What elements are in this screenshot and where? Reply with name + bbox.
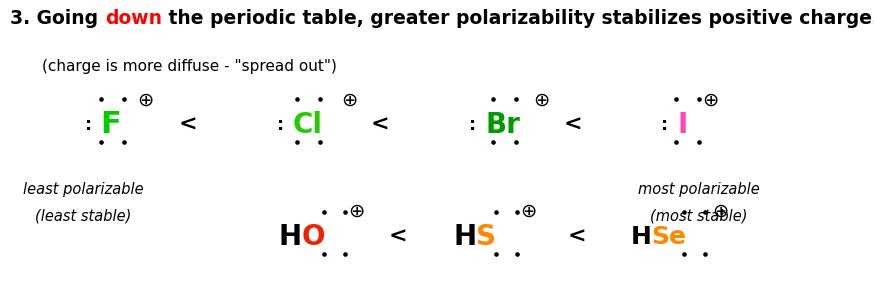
Text: H: H <box>279 223 302 251</box>
Text: down: down <box>105 9 162 28</box>
Text: Se: Se <box>651 225 686 249</box>
Text: S: S <box>476 223 496 251</box>
Text: (most stable): (most stable) <box>650 208 748 224</box>
Text: ⊕: ⊕ <box>137 91 154 109</box>
Text: <: < <box>178 115 198 135</box>
Text: <: < <box>371 115 390 135</box>
Text: F: F <box>101 111 121 139</box>
Text: ⊕: ⊕ <box>520 202 537 221</box>
Text: <: < <box>567 227 586 247</box>
Text: O: O <box>302 223 325 251</box>
Text: 3. Going: 3. Going <box>10 9 105 28</box>
Text: <: < <box>563 115 582 135</box>
Text: H: H <box>630 225 651 249</box>
Text: I: I <box>677 111 688 139</box>
Text: ⊕: ⊕ <box>533 91 550 109</box>
Text: least polarizable: least polarizable <box>23 182 143 197</box>
Text: the periodic table, greater polarizability stabilizes positive charge.: the periodic table, greater polarizabili… <box>162 9 874 28</box>
Text: ⊕: ⊕ <box>712 202 729 221</box>
Text: <: < <box>388 227 407 247</box>
Text: (least stable): (least stable) <box>35 208 131 224</box>
Text: :: : <box>85 116 92 134</box>
Text: :: : <box>277 116 284 134</box>
Text: ⊕: ⊕ <box>341 91 357 109</box>
Text: ⊕: ⊕ <box>348 202 364 221</box>
Text: (charge is more diffuse - "spread out"): (charge is more diffuse - "spread out") <box>42 59 336 74</box>
Text: :: : <box>469 116 476 134</box>
Text: H: H <box>454 223 476 251</box>
Text: most polarizable: most polarizable <box>638 182 760 197</box>
Text: Cl: Cl <box>293 111 323 139</box>
Text: :: : <box>662 116 669 134</box>
Text: ⊕: ⊕ <box>702 91 718 109</box>
Text: Br: Br <box>485 111 520 139</box>
